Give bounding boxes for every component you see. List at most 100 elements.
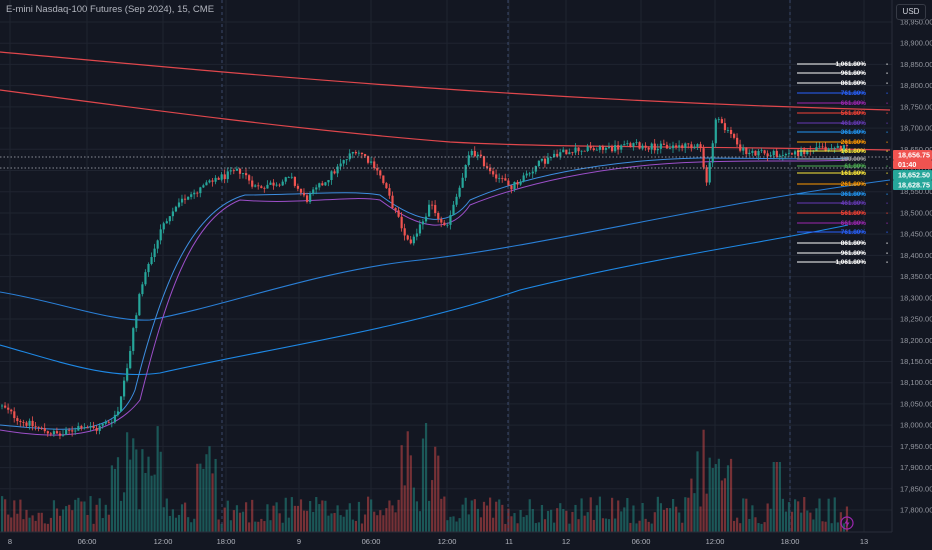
candle-body: [293, 176, 296, 186]
price-tick: 18,800.00: [900, 81, 932, 90]
volume-bar: [354, 520, 357, 532]
price-tick: 17,850.00: [900, 484, 932, 493]
fib-level-label: 761.80%: [841, 90, 867, 97]
candle-body: [546, 157, 550, 164]
candle-body: [495, 174, 498, 179]
price-tick: 18,150.00: [900, 357, 932, 366]
volume-bar: [598, 496, 601, 532]
fib-extension-tool[interactable]: 1,061.80% - 961.80% - 861.80% - 761.80% - 661.80…: [797, 61, 888, 266]
volume-bar: [363, 514, 367, 532]
price-tick: 18,550.00: [900, 187, 932, 196]
candle-body: [86, 427, 89, 429]
price-tick: 18,450.00: [900, 230, 932, 239]
volume-bar: [678, 512, 681, 532]
time-tick: 06:00: [632, 537, 651, 546]
volume-bar: [668, 508, 672, 532]
candle-body: [446, 224, 449, 226]
volume-bar: [751, 505, 754, 532]
volume-bar: [650, 523, 653, 532]
fib-level-label: 361.80%: [841, 129, 867, 136]
candle-body: [123, 380, 126, 397]
candle-body: [324, 182, 327, 186]
candle-body: [119, 396, 123, 412]
volume-bar: [89, 496, 92, 532]
price-tick: 17,800.00: [900, 506, 932, 515]
fib-dash: -: [886, 181, 888, 188]
candle-body: [208, 180, 211, 183]
candle-body: [818, 146, 821, 148]
candle-body: [668, 148, 672, 150]
volume-bar: [513, 513, 516, 532]
candle-body: [754, 150, 757, 156]
candle-body: [424, 216, 428, 222]
fib-dash: -: [886, 170, 888, 177]
candle-body: [193, 192, 196, 195]
candle-body: [800, 149, 803, 156]
volume-bar: [546, 510, 550, 532]
candle-body: [681, 145, 684, 149]
currency-button[interactable]: USD: [896, 4, 926, 20]
grid-lines: [0, 0, 892, 532]
candle-body: [1, 405, 4, 407]
volume-bar: [656, 496, 659, 532]
candle-body: [821, 146, 824, 148]
volume-bar: [180, 504, 184, 532]
volume-bar: [781, 498, 784, 532]
volume-bar: [559, 503, 562, 532]
candle-body: [797, 151, 800, 156]
fib-dash: -: [886, 259, 888, 266]
time-tick: 9: [297, 537, 301, 546]
candle-body: [184, 198, 187, 200]
volume-bar: [455, 521, 458, 532]
candle-body: [52, 431, 56, 435]
volume-bar: [65, 506, 68, 532]
volume-bar: [101, 518, 104, 532]
volume-bar: [607, 519, 611, 532]
volume-bar: [254, 521, 257, 532]
volume-bar: [443, 496, 446, 532]
fib-dash: -: [886, 129, 888, 136]
ma-line: [0, 179, 891, 321]
volume-bar: [467, 514, 470, 532]
candle-body: [129, 350, 132, 369]
volume-bar: [653, 512, 656, 532]
price-axis[interactable]: 18,950.00 18,900.00 18,850.00 18,800.00 18,7…: [891, 0, 932, 532]
fib-dash: -: [886, 139, 888, 146]
price-tick: 18,500.00: [900, 208, 932, 217]
candle-body: [617, 145, 620, 150]
candle-body: [729, 130, 733, 135]
volume-bar: [19, 499, 22, 532]
candle-body: [385, 183, 388, 189]
candle-body: [534, 165, 537, 172]
lightning-icon[interactable]: [840, 516, 854, 530]
volume-bar: [501, 504, 504, 532]
volume-bar: [62, 509, 65, 532]
candle-body: [522, 175, 525, 182]
candle-body: [406, 235, 409, 240]
candle-body: [772, 150, 775, 156]
fib-level-label: 261.80%: [841, 181, 867, 188]
candle-body: [168, 216, 171, 222]
volume-bar: [586, 512, 589, 532]
fib-level-label: 161.80%: [841, 148, 867, 155]
volume-bar: [699, 506, 702, 532]
volume-bar: [418, 511, 422, 532]
volume-bar: [394, 512, 397, 532]
candle-body: [68, 429, 71, 431]
time-axis[interactable]: 8 06:00 12:00 18:00 9 06:00 12:00 11 12 06:00 12:0…: [0, 531, 932, 550]
candle-body: [803, 149, 806, 154]
volume-bar: [34, 520, 37, 532]
price-tag-a: 18,652.50: [898, 171, 930, 180]
volume-bar: [382, 515, 385, 532]
volume-bar: [708, 457, 711, 532]
candle-body: [220, 174, 223, 180]
volume-bar: [357, 501, 361, 532]
volume-bar: [754, 517, 757, 532]
countdown-tag-bg: [893, 160, 932, 169]
volume-bar: [260, 518, 263, 532]
volume-bar: [507, 508, 510, 532]
candle-body: [31, 420, 34, 427]
volume-bar: [199, 463, 202, 532]
candle-body: [665, 144, 669, 149]
